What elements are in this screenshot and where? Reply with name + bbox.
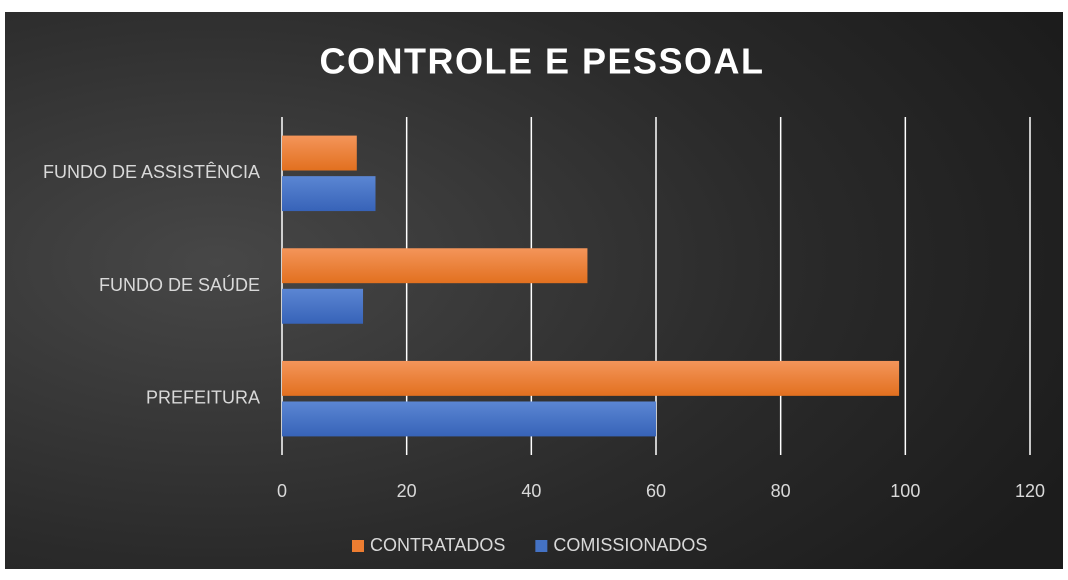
legend-swatch	[352, 540, 364, 552]
bar	[282, 176, 376, 212]
y-tick-label: FUNDO DE SAÚDE	[99, 274, 260, 295]
x-tick-label: 100	[890, 481, 920, 501]
y-tick-label: PREFEITURA	[146, 387, 260, 407]
legend-swatch	[535, 540, 548, 552]
y-tick-label: FUNDO DE ASSISTÊNCIA	[43, 162, 260, 182]
x-tick-label: 40	[521, 481, 541, 501]
bar	[282, 360, 900, 396]
legend-label: CONTRATADOS	[370, 535, 505, 555]
bar	[282, 401, 656, 437]
bar	[282, 248, 588, 284]
x-tick-label: 0	[277, 481, 287, 501]
bar	[282, 135, 357, 171]
x-tick-label: 60	[646, 481, 666, 501]
legend-label: COMISSIONADOS	[553, 535, 707, 555]
bar	[282, 288, 364, 324]
x-tick-label: 20	[397, 481, 417, 501]
chart-title: CONTROLE E PESSOAL	[319, 41, 764, 82]
background	[5, 12, 1063, 569]
x-tick-label: 120	[1015, 481, 1045, 501]
x-tick-label: 80	[771, 481, 791, 501]
